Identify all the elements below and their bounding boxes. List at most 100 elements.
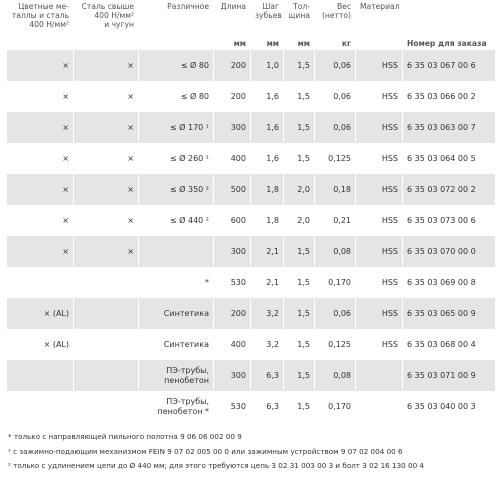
cell: 1,5 (297, 401, 310, 411)
cell: × (62, 215, 69, 225)
cell: HSS (356, 236, 402, 267)
cell: Сталь свыше 400 Н/мм² и чугун (81, 2, 134, 29)
cell: 200 (214, 50, 250, 81)
cell: × (74, 236, 138, 267)
cell: 300 (214, 360, 250, 391)
cell: 1,8 (266, 215, 279, 225)
cell: Номер для заказа (407, 38, 487, 48)
cell: 1,5 (297, 339, 310, 349)
cell (74, 391, 138, 422)
cell: ≤ Ø 440 ² (169, 215, 209, 225)
cell: 0,170 (328, 401, 351, 411)
cell: 2,1 (251, 236, 283, 267)
cell: 6 35 03 068 00 4 (407, 339, 476, 349)
cell: 1,5 (297, 153, 310, 163)
cell (139, 236, 213, 267)
table-row: × × ≤ Ø 440 ² 600 1,8 2,0 0,21 HSS 6 35 03 073 0… (7, 205, 495, 236)
table-row: ПЭ-трубы, пенобетон * 530 6,3 1,5 0,170 6 35 … (7, 391, 495, 422)
cell: 1,5 (284, 298, 314, 329)
table-row: × (AL) Синтетика 400 3,2 1,5 0,125 HSS 6 35 03 … (7, 329, 495, 360)
cell (356, 391, 402, 422)
cell: ≤ Ø 350 ² (139, 174, 213, 205)
cell: ≤ Ø 80 (180, 91, 209, 101)
cell: 6 35 03 066 00 2 (407, 91, 476, 101)
cell: HSS (381, 215, 398, 225)
table-row: × × ≤ Ø 170 ¹ 300 1,6 1,5 0,06 HSS 6 35 03 063 0… (7, 112, 495, 143)
cell: мм (266, 38, 279, 48)
cell: 1,5 (284, 112, 314, 143)
cell: × (74, 174, 138, 205)
cell: × (74, 50, 138, 81)
cell: Шаг зубьев (255, 2, 282, 20)
cell: 2,0 (297, 215, 310, 225)
cell: 0,06 (333, 91, 351, 101)
cell: Длина (220, 2, 246, 11)
cell: ≤ Ø 80 (139, 50, 213, 81)
cell: мм (297, 38, 310, 48)
cell: 0,18 (315, 174, 355, 205)
cell: × (74, 112, 138, 143)
cell: 300 (214, 236, 250, 267)
cell: 0,06 (315, 50, 355, 81)
cell: ПЭ-трубы, пенобетон * (157, 396, 209, 416)
cell: 300 (214, 112, 250, 143)
cell: * (205, 277, 209, 287)
cell (7, 36, 73, 50)
cell: 200 (214, 298, 250, 329)
table-row: × × ≤ Ø 350 ² 500 1,8 2,0 0,18 HSS 6 35 03 072 0… (7, 174, 495, 205)
cell: HSS (381, 339, 398, 349)
cell: 0,06 (315, 298, 355, 329)
cell: 1,6 (251, 112, 283, 143)
cell: HSS (381, 277, 398, 287)
cell (74, 298, 138, 329)
cell: × (7, 174, 73, 205)
cell: 6 35 03 064 00 5 (407, 153, 476, 163)
cell: ≤ Ø 260 ¹ (169, 153, 209, 163)
cell: 0,08 (315, 360, 355, 391)
cell: HSS (356, 174, 402, 205)
cell: 0,125 (328, 339, 351, 349)
cell: 0,08 (315, 236, 355, 267)
cell: 1,5 (297, 91, 310, 101)
cell: 6 35 03 067 00 6 (403, 50, 495, 81)
cell: 6 35 03 072 00 2 (403, 174, 495, 205)
cell (74, 267, 138, 298)
table-row: × (AL) Синтетика 200 3,2 1,5 0,06 HSS 6 35 03 0… (7, 298, 495, 329)
cell: 530 (230, 277, 246, 287)
product-table: Цветные ме- таллы и сталь 400 Н/мм² Сталь… (6, 2, 496, 422)
cell: 2,1 (266, 277, 279, 287)
cell (7, 267, 73, 298)
cell: 1,6 (266, 153, 279, 163)
table-row: × × ≤ Ø 80 200 1,0 1,5 0,06 HSS 6 35 03 067 00 6 (7, 50, 495, 81)
cell: 600 (230, 215, 246, 225)
cell: × (7, 50, 73, 81)
table-row: ПЭ-трубы, пенобетон 300 6,3 1,5 0,08 6 35 03 … (7, 360, 495, 391)
cell: × (62, 153, 69, 163)
cell: 400 (230, 153, 246, 163)
cell (74, 329, 138, 360)
cell: 6 35 03 073 00 6 (407, 215, 476, 225)
cell (139, 36, 213, 50)
cell: 6,3 (251, 360, 283, 391)
table-row: × × ≤ Ø 80 200 1,6 1,5 0,06 HSS 6 35 03 066 00 2 (7, 81, 495, 112)
cell: 6,3 (266, 401, 279, 411)
cell: HSS (381, 153, 398, 163)
footnote: ¹ с зажимно-подающим механизмом FEIN 9 0… (8, 446, 403, 456)
cell: 1,5 (284, 50, 314, 81)
cell: HSS (356, 112, 402, 143)
cell: Вес (нетто) (321, 2, 351, 20)
cell: Материал (360, 2, 400, 11)
cell: ≤ Ø 170 ¹ (139, 112, 213, 143)
table-row: * 530 2,1 1,5 0,170 HSS 6 35 03 069 00 8 (7, 267, 495, 298)
cell: 0,125 (328, 153, 351, 163)
cell: 1,5 (284, 360, 314, 391)
cell: 1,5 (297, 277, 310, 287)
cell: 400 (230, 339, 246, 349)
cell: HSS (356, 298, 402, 329)
cell: 6 35 03 071 00 9 (403, 360, 495, 391)
cell: 0,06 (315, 112, 355, 143)
cell: × (62, 91, 69, 101)
cell: × (7, 236, 73, 267)
cell: Синтетика (139, 298, 213, 329)
